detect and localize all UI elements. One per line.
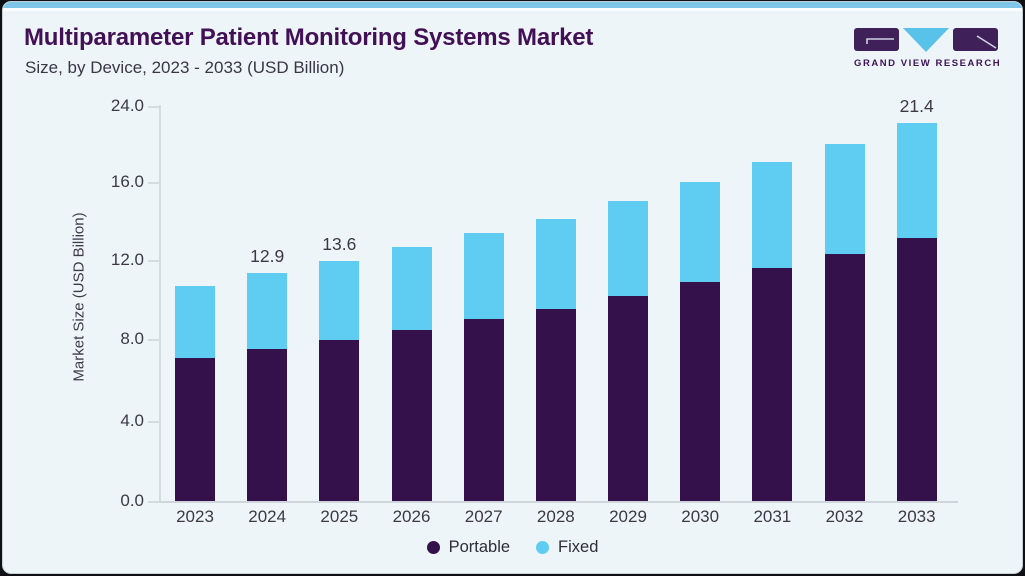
- legend-item-fixed: Fixed: [536, 538, 598, 557]
- bar-segment-portable-2025: [319, 340, 360, 501]
- y-tick-label: 4.0: [120, 411, 144, 430]
- bar-segment-fixed-2032: [824, 144, 865, 254]
- y-tick-label: 24.0: [110, 96, 144, 115]
- x-axis-label-2031: 2031: [753, 507, 792, 526]
- total-value-label-2024: 12.9: [250, 246, 285, 267]
- y-tick-mark: [148, 106, 159, 108]
- bar-segment-fixed-2029: [608, 200, 649, 297]
- bar-segment-portable-2028: [535, 308, 576, 501]
- y-tick-label: 0.0: [120, 491, 144, 510]
- legend-label-portable: Portable: [448, 538, 511, 556]
- x-axis-label-2029: 2029: [609, 507, 647, 526]
- stacked-bar-chart: Market Size (USD Billion) 0.0 4.0 8.0 12.0 1…: [3, 2, 1022, 573]
- bar-segment-portable-2027: [463, 319, 504, 501]
- bar-segment-fixed-2024: [247, 273, 288, 350]
- fixed-color-dot-icon: [536, 541, 550, 554]
- y-tick-label: 8.0: [120, 329, 144, 348]
- bar-segment-fixed-2031: [752, 162, 793, 268]
- bar-segment-portable-2032: [824, 253, 865, 501]
- x-axis-label-2024: 2024: [248, 507, 287, 526]
- bar-segment-portable-2029: [608, 296, 649, 501]
- page-title: Multiparameter Patient Monitoring System…: [24, 24, 594, 51]
- bar-segment-fixed-2026: [391, 246, 432, 330]
- bar-segment-fixed-2023: [175, 285, 215, 359]
- bar-segment-portable-2026: [391, 329, 432, 501]
- logo-wordmark: GRAND VIEW RESEARCH: [854, 58, 1002, 69]
- bar-segment-fixed-2033: [896, 123, 937, 238]
- top-accent-bar: [3, 2, 1022, 8]
- total-value-label-2033: 21.4: [899, 96, 934, 117]
- y-axis-title: Market Size (USD Billion): [70, 212, 88, 382]
- y-tick-mark: [148, 339, 159, 341]
- chart-legend: Portable Fixed: [3, 538, 1022, 557]
- total-value-label-2025: 13.6: [322, 233, 357, 254]
- y-tick-label: 16.0: [110, 172, 144, 191]
- x-axis-baseline: [152, 501, 958, 503]
- bar-segment-fixed-2030: [680, 181, 721, 283]
- y-tick-mark: [148, 260, 159, 262]
- bar-segment-fixed-2027: [463, 232, 504, 320]
- x-axis-label-2027: 2027: [464, 507, 503, 526]
- bar-segment-portable-2023: [175, 358, 215, 501]
- legend-label-fixed: Fixed: [558, 538, 599, 556]
- bar-segment-fixed-2028: [535, 218, 576, 309]
- grand-view-research-logo: GRAND VIEW RESEARCH: [854, 28, 1002, 69]
- page-subtitle: Size, by Device, 2023 - 2033 (USD Billio…: [25, 58, 345, 77]
- y-axis-line: [159, 105, 161, 503]
- x-axis-label-2028: 2028: [536, 507, 575, 526]
- logo-r-block-icon: [953, 28, 998, 51]
- x-axis-label-2025: 2025: [320, 507, 359, 526]
- y-tick-mark: [148, 182, 159, 184]
- logo-mark: [854, 28, 998, 52]
- portable-color-dot-icon: [426, 541, 440, 554]
- x-axis-label-2033: 2033: [897, 507, 936, 526]
- y-tick-mark: [148, 421, 159, 423]
- x-axis-label-2030: 2030: [681, 507, 720, 526]
- y-tick-label: 12.0: [110, 250, 144, 269]
- top-accent-underline: [3, 8, 1022, 11]
- bar-segment-portable-2031: [752, 268, 793, 501]
- bar-segment-portable-2030: [680, 282, 721, 501]
- logo-g-block-icon: [854, 28, 899, 51]
- bar-segment-portable-2024: [247, 349, 288, 501]
- bar-segment-portable-2033: [896, 238, 937, 501]
- bar-segment-fixed-2025: [319, 260, 360, 341]
- legend-item-portable: Portable: [426, 538, 511, 557]
- y-tick-mark: [148, 501, 159, 503]
- x-axis-label-2023: 2023: [176, 507, 214, 526]
- x-axis-label-2032: 2032: [825, 507, 864, 526]
- x-axis-label-2026: 2026: [392, 507, 431, 526]
